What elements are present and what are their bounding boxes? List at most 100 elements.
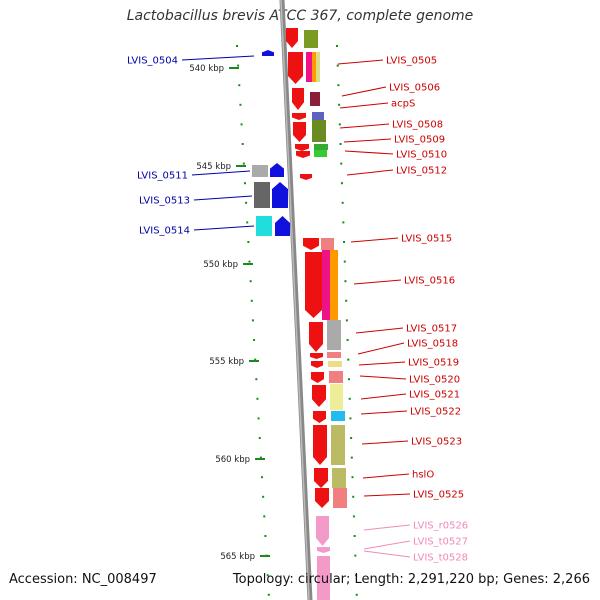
rna-bar — [317, 556, 330, 600]
guide-dot — [342, 221, 345, 224]
label-leader-line — [362, 473, 410, 479]
gene-class-bar — [330, 250, 338, 320]
guide-dot — [350, 456, 353, 459]
gene-label: LVIS_0511 — [137, 171, 188, 182]
gene-arrow — [313, 425, 327, 465]
guide-dot — [239, 103, 242, 106]
guide-dot — [343, 241, 346, 243]
gene-label: LVIS_0509 — [394, 135, 445, 146]
guide-dot — [237, 64, 240, 67]
guide-dot — [266, 574, 269, 577]
gene-label: LVIS_0505 — [386, 56, 437, 67]
guide-dot — [250, 299, 253, 302]
guide-dot — [247, 241, 250, 243]
gene-arrow — [303, 238, 319, 250]
label-leader-line — [337, 59, 384, 65]
guide-dot — [345, 319, 348, 322]
guide-dot — [265, 554, 268, 557]
label-leader-line — [357, 342, 405, 355]
label-leader-line — [344, 150, 394, 155]
gene-label: LVIS_0506 — [389, 83, 440, 94]
guide-dot — [258, 437, 261, 439]
guide-dot — [255, 378, 258, 381]
guide-dot — [336, 45, 338, 47]
label-leader-line — [346, 169, 394, 176]
gene-class-bar — [252, 165, 268, 177]
gene-label: LVIS_t0527 — [413, 537, 468, 548]
guide-dot — [238, 84, 241, 87]
guide-dot — [249, 280, 252, 283]
gene-arrow — [315, 488, 329, 508]
guide-dot — [344, 280, 347, 283]
label-leader-line — [359, 375, 407, 380]
guide-dot — [248, 260, 251, 263]
gene-class-bar — [254, 182, 270, 208]
scale-tick-label: 540 kbp — [189, 64, 224, 74]
guide-dot — [347, 378, 350, 381]
gene-label: LVIS_0514 — [139, 226, 190, 237]
guide-dot — [256, 397, 259, 400]
gene-class-bar — [314, 144, 328, 150]
guide-dot — [259, 456, 262, 459]
guide-dot — [236, 45, 238, 47]
gene-arrow — [292, 113, 306, 120]
label-leader-line — [339, 102, 389, 109]
gene-class-bar — [322, 250, 330, 320]
guide-dot — [263, 515, 266, 518]
genome-backbone — [279, 0, 313, 600]
gene-arrow — [300, 174, 312, 180]
guide-dot — [351, 476, 354, 479]
gene-class-bar — [256, 216, 272, 236]
gene-label: LVIS_r0526 — [413, 521, 468, 532]
gene-label: LVIS_0512 — [396, 166, 447, 177]
label-leader-line — [193, 225, 255, 231]
scale-tick-label: 560 kbp — [215, 455, 250, 465]
guide-dot — [354, 554, 357, 557]
guide-dot — [355, 593, 358, 596]
gene-class-bar — [332, 468, 346, 488]
guide-dot — [262, 495, 265, 498]
gene-arrow — [292, 88, 304, 110]
gene-class-bar — [316, 52, 320, 82]
scale-tick-label: 545 kbp — [196, 162, 231, 172]
scale-tick-label: 555 kbp — [209, 357, 244, 367]
gene-class-bar — [312, 120, 326, 142]
gene-arrow-reverse — [272, 182, 288, 208]
label-leader-line — [355, 327, 404, 334]
gene-class-bar — [333, 488, 347, 508]
guide-dot — [353, 535, 356, 537]
gene-label: hslO — [412, 470, 434, 481]
guide-dot — [254, 358, 257, 361]
gene-arrow — [288, 52, 303, 84]
gene-class-bar — [314, 150, 327, 157]
label-leader-line — [341, 86, 387, 97]
guide-dot — [352, 515, 355, 518]
guide-dot — [352, 495, 355, 498]
gene-arrow — [313, 411, 326, 423]
guide-dot — [243, 182, 246, 185]
gene-class-bar — [327, 352, 341, 358]
gene-arrow — [310, 353, 323, 359]
guide-dot — [341, 201, 344, 204]
gene-arrow — [309, 322, 323, 352]
gene-label: LVIS_0508 — [392, 120, 443, 131]
label-leader-line — [339, 123, 390, 129]
guide-dot — [336, 64, 339, 67]
gene-label: LVIS_0519 — [408, 358, 459, 369]
guide-dot — [340, 162, 343, 165]
guide-dot — [245, 201, 248, 204]
guide-dot — [346, 339, 349, 341]
guide-dot — [349, 417, 352, 420]
rna-arrow — [316, 516, 329, 546]
map-title: Lactobacillus brevis ATCC 367, complete … — [126, 8, 474, 24]
gene-arrow-reverse — [262, 50, 274, 56]
label-leader-line — [361, 440, 409, 445]
label-leader-line — [191, 170, 251, 176]
label-leader-line — [343, 138, 392, 143]
gene-label: LVIS_0513 — [139, 196, 190, 207]
guide-dot — [339, 143, 342, 145]
gene-class-bar — [327, 320, 341, 350]
label-leader-line — [358, 361, 406, 366]
gene-arrow — [305, 252, 322, 318]
